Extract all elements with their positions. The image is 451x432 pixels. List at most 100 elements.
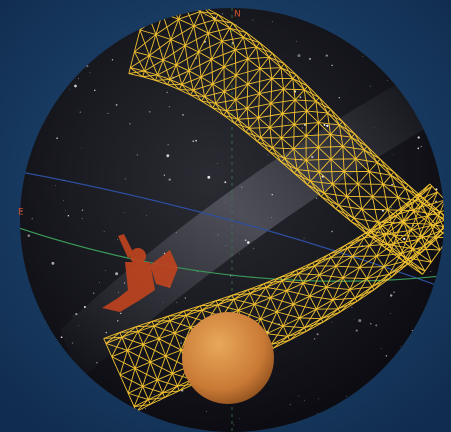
mesh-line [319,257,332,276]
star [392,154,394,156]
star [142,61,144,63]
star [301,127,303,129]
star [323,123,326,126]
mesh-line [427,191,438,217]
mesh-line [174,315,187,334]
mesh-line [314,253,330,267]
star [67,214,70,217]
star [96,362,98,364]
mesh-line [237,293,251,311]
mesh-line [184,32,209,46]
mesh-line [310,180,333,185]
star [60,336,63,339]
star [105,270,106,271]
mesh-line [324,192,347,197]
star [103,231,105,232]
mesh-line [397,197,422,203]
east-label: E [18,208,24,218]
mesh-line [425,230,442,250]
mesh-line [351,136,368,147]
mesh-line [193,25,200,53]
star [298,395,300,397]
mesh-line [282,304,294,327]
star [311,155,314,159]
mesh-line [371,266,385,287]
mesh-line [246,102,272,109]
mesh-line [111,337,123,357]
mesh-line [137,320,153,332]
mesh-line [176,51,199,66]
star [129,123,131,125]
star [331,64,333,66]
mesh-line [217,294,233,306]
star [31,218,33,220]
star [81,147,83,149]
mesh-line [437,214,444,227]
mesh-line [193,19,216,27]
star [224,181,227,184]
mesh-line [292,78,308,87]
mesh-line [245,131,261,139]
mesh-line [339,124,355,135]
celestial-line [20,169,444,291]
mesh-line [393,221,404,244]
mesh-line [309,274,320,297]
star [271,194,273,196]
star [345,395,347,397]
mesh-line [361,208,388,211]
mesh-line [347,234,363,249]
star [315,197,318,199]
star [56,137,58,139]
star [99,282,100,283]
star [238,103,240,105]
mesh-line [400,230,412,254]
star [274,286,276,288]
star [206,410,208,412]
mesh-line [149,39,172,56]
star [351,306,353,308]
star [89,72,91,73]
star [153,394,155,395]
mesh-line [327,112,343,122]
mesh-line [237,117,259,120]
mesh-line [359,245,370,268]
star [166,91,168,93]
star [297,54,301,58]
star [355,329,358,332]
mesh-line [259,88,284,94]
mesh-line [162,45,186,61]
mesh-line [271,325,284,345]
star [81,209,84,211]
star [417,136,420,139]
mesh-line [150,392,163,405]
star [222,13,223,15]
mesh-line [257,141,273,149]
dome-content [20,8,444,432]
star [145,408,146,409]
mesh-line [306,133,331,137]
mesh-line [133,386,144,407]
mesh-line [342,256,354,278]
mesh-line [338,205,362,210]
mesh-line [249,283,265,294]
mesh-line [402,200,416,222]
star [94,89,96,91]
mesh-line [247,78,272,85]
star [115,104,118,106]
star [83,306,86,308]
mesh-line [204,91,225,97]
mesh-line [235,93,260,101]
star [195,139,197,142]
star [86,65,89,68]
star [167,144,169,146]
mesh-line [322,308,339,323]
star [271,217,272,219]
mesh-line [342,146,365,151]
mesh-line [223,114,238,120]
mesh-line [155,18,179,35]
mesh-line [215,19,233,24]
mesh-line [181,76,202,85]
mesh-line [297,169,320,173]
mesh-line [363,149,381,160]
mesh-line [207,33,212,60]
